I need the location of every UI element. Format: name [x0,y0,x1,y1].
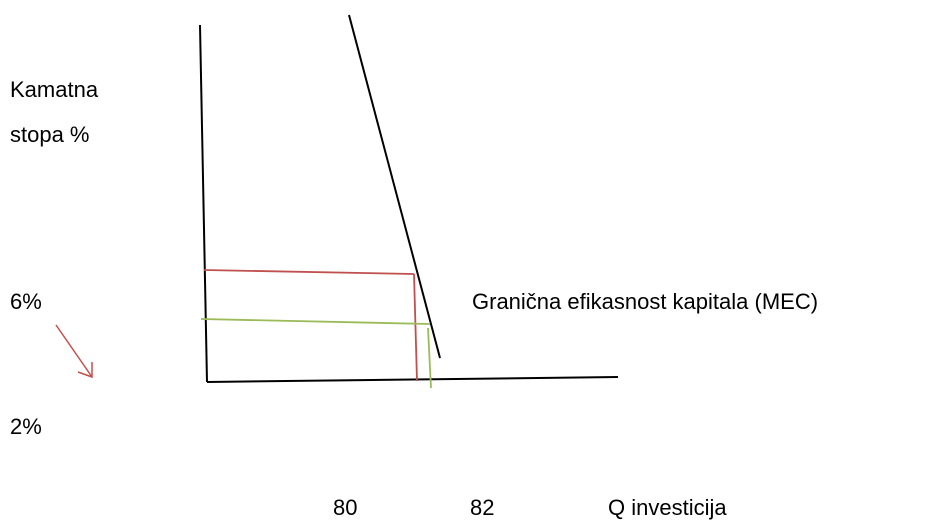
rate-label: 6% [10,289,42,314]
y-axis [199,24,208,383]
y-axis-label-line: stopa % [10,122,90,147]
green-vertical-guide [427,327,432,389]
curve-label: Granična efikasnost kapitala (MEC) [472,289,818,314]
x-axis-label: Q investicija [608,495,727,520]
down-arrow [55,324,93,379]
mec-curve [348,14,441,359]
green-horizontal-guide [200,318,431,325]
quantity-label: 80 [333,495,357,520]
red-vertical-guide [413,273,418,382]
rate-label: 2% [10,414,42,439]
x-axis [206,376,619,383]
y-axis-label-line: Kamatna [10,77,99,102]
red-horizontal-guide [203,269,415,275]
quantity-label: 82 [470,495,494,520]
